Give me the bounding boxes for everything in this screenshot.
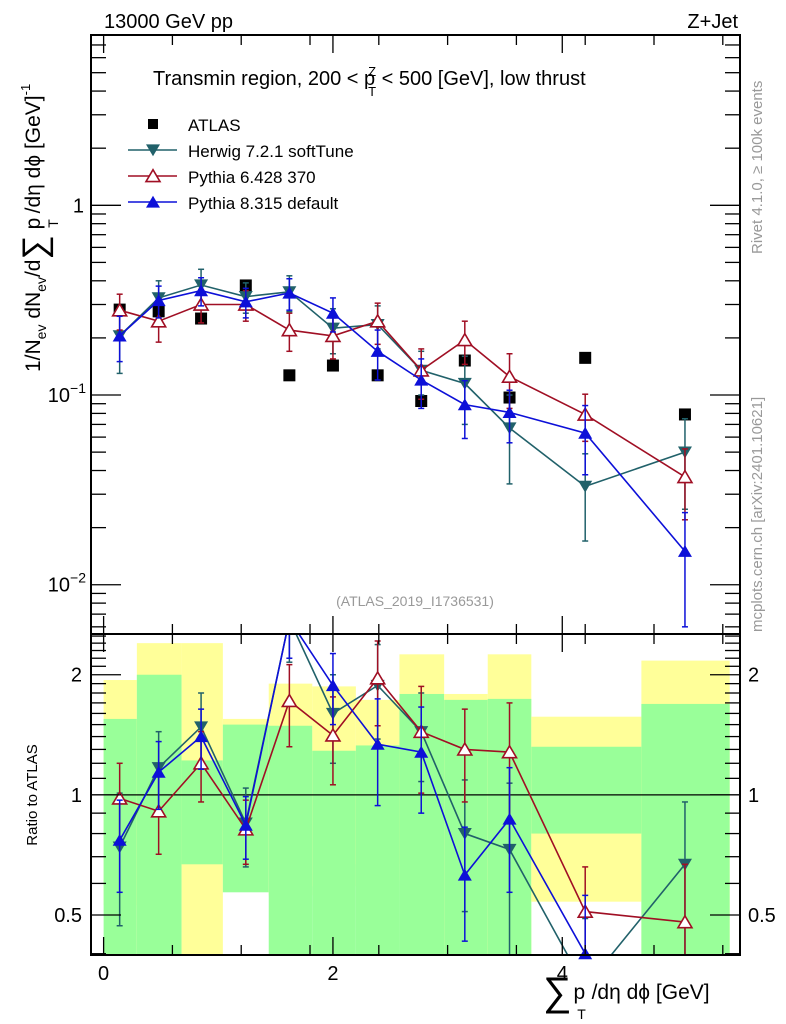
data-point bbox=[578, 480, 593, 493]
data-point bbox=[325, 306, 340, 319]
data-point bbox=[280, 693, 298, 708]
data-point bbox=[676, 914, 694, 929]
data-point bbox=[456, 332, 474, 347]
ratio-y-axis-label: Ratio to ATLAS bbox=[24, 744, 41, 845]
data-point bbox=[194, 284, 209, 297]
data-point bbox=[414, 373, 429, 386]
data-point bbox=[369, 313, 387, 328]
data-point bbox=[112, 833, 127, 846]
data-point bbox=[578, 426, 593, 439]
data-point bbox=[677, 545, 692, 557]
ratio-y-tick-label-left: 0.5 bbox=[54, 905, 82, 927]
ratio-y-tick-label-left: 2 bbox=[71, 665, 82, 687]
data-point bbox=[151, 765, 166, 778]
data-point bbox=[370, 737, 385, 750]
y-tick-label: 10−2 bbox=[48, 570, 86, 597]
green-band bbox=[181, 760, 223, 865]
main-y-axis-label: 1/Nev dNev/d∑ pT /dη dϕ [GeV]-1 bbox=[16, 84, 61, 372]
legend: ATLAS Herwig 7.2.1 softTune Pythia 6.428 3… bbox=[128, 116, 354, 213]
ratio-y-tick-label-right: 0.5 bbox=[748, 905, 776, 927]
axis-ticks: 0 2 4 1 10−1 10−2 0.5 0.5 1 1 2 2 bbox=[48, 35, 776, 985]
y-tick-label: 1 bbox=[73, 195, 84, 217]
data-point bbox=[325, 679, 340, 692]
header-right-label: Z+Jet bbox=[687, 11, 738, 33]
data-point bbox=[194, 730, 209, 743]
title-sup: Z bbox=[368, 64, 376, 79]
data-point bbox=[324, 727, 342, 742]
series-line bbox=[118, 634, 588, 955]
series-line bbox=[118, 634, 686, 955]
legend-item: ATLAS bbox=[148, 116, 241, 135]
legend-label: Herwig 7.2.1 softTune bbox=[188, 142, 354, 161]
series-line bbox=[119, 289, 686, 552]
data-point bbox=[150, 313, 168, 328]
ratio-series bbox=[111, 634, 694, 960]
legend-item: Pythia 8.315 default bbox=[128, 194, 339, 213]
legend-label: ATLAS bbox=[188, 116, 241, 135]
data-point bbox=[283, 369, 296, 382]
legend-label: Pythia 6.428 370 bbox=[188, 168, 316, 187]
data-point bbox=[324, 327, 342, 343]
data-point bbox=[112, 329, 127, 342]
data-point bbox=[370, 344, 385, 357]
data-point bbox=[280, 322, 298, 337]
data-point bbox=[456, 741, 474, 756]
data-point bbox=[457, 398, 472, 411]
x-axis-label: ∑p T /dη dϕ [GeV] bbox=[543, 970, 710, 1022]
data-point bbox=[238, 295, 253, 308]
x-tick-label: 4 bbox=[557, 963, 568, 985]
series-pythia-8-315-default bbox=[112, 634, 688, 960]
legend-marker-icon bbox=[144, 168, 162, 183]
x-tick-label: 0 bbox=[98, 963, 109, 985]
data-point bbox=[414, 745, 429, 758]
data-point bbox=[238, 818, 253, 831]
series-line bbox=[119, 676, 686, 923]
green-band bbox=[531, 746, 642, 834]
data-point bbox=[369, 670, 387, 685]
data-point bbox=[151, 294, 166, 307]
data-point bbox=[282, 286, 297, 299]
data-point bbox=[502, 406, 517, 418]
legend-marker-icon bbox=[146, 144, 160, 157]
y-tick-label: 10−1 bbox=[48, 380, 86, 407]
data-point bbox=[502, 812, 517, 825]
ratio-uncertainty-bands bbox=[91, 643, 740, 955]
legend-item: Herwig 7.2.1 softTune bbox=[128, 142, 354, 161]
header-left-label: 13000 GeV pp bbox=[104, 11, 233, 33]
data-point bbox=[678, 408, 691, 421]
title-sub: T bbox=[368, 84, 376, 99]
rivet-label: Rivet 4.1.0, ≥ 100k events bbox=[749, 81, 766, 254]
data-point bbox=[501, 744, 518, 759]
data-point bbox=[676, 469, 694, 484]
data-point bbox=[150, 803, 168, 818]
legend-marker-icon bbox=[148, 119, 158, 129]
ratio-y-tick-label-left: 1 bbox=[71, 785, 82, 807]
green-band bbox=[268, 725, 313, 955]
x-tick-label: 2 bbox=[327, 963, 338, 985]
ratio-y-tick-label-right: 2 bbox=[748, 665, 759, 687]
legend-item: Pythia 6.428 370 bbox=[128, 168, 316, 187]
series-pythia-8-315-default bbox=[112, 277, 692, 628]
legend-label: Pythia 8.315 default bbox=[188, 194, 339, 213]
series-line bbox=[119, 284, 686, 488]
data-point bbox=[501, 368, 518, 384]
main-series bbox=[111, 268, 694, 628]
data-point bbox=[579, 351, 592, 364]
legend-marker-icon bbox=[146, 195, 160, 208]
green-band bbox=[312, 750, 356, 955]
series-line bbox=[119, 303, 686, 478]
analysis-watermark: (ATLAS_2019_I1736531) bbox=[336, 593, 494, 609]
data-point bbox=[326, 359, 339, 372]
data-point bbox=[457, 868, 472, 881]
plot-title: Transmin region, 200 < pZ T < 500 [GeV], … bbox=[153, 64, 586, 99]
ratio-y-tick-label-right: 1 bbox=[748, 785, 759, 807]
mcplots-label: mcplots.cern.ch [arXiv:2401.10621] bbox=[749, 397, 766, 632]
